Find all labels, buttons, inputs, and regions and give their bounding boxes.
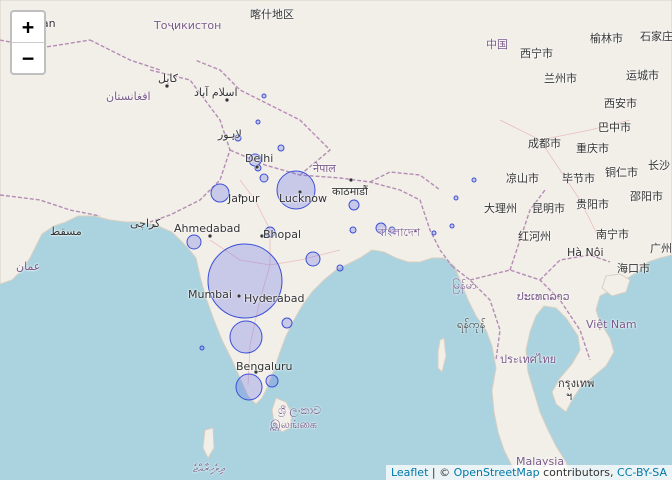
- zoom-out-button[interactable]: −: [21, 46, 35, 70]
- label-kathmandu: काठमाडौं: [332, 185, 368, 198]
- label-dali: 大理州: [484, 202, 517, 215]
- circle-kerala-region[interactable]: [265, 374, 279, 388]
- label-malaysia: Malaysia: [516, 455, 565, 468]
- label-xian: 西安市: [604, 97, 637, 110]
- label-laos: ປະເທດລາວ: [517, 290, 570, 303]
- label-hanoi: Hà Nội: [567, 246, 604, 259]
- label-srilanka-2: இலங்கை: [270, 418, 317, 431]
- circle-small-5[interactable]: [388, 226, 396, 234]
- label-kunming: 昆明市: [532, 202, 565, 215]
- circle-mumbai-region[interactable]: [207, 243, 283, 319]
- label-bengaluru: Bengaluru: [236, 360, 293, 373]
- label-bhopal: Bhopal: [263, 228, 302, 241]
- circle-jaipur-region[interactable]: [210, 183, 230, 203]
- attribution-separator: | ©: [428, 466, 454, 479]
- label-ahmedabad: Ahmedabad: [174, 222, 241, 235]
- label-nepal: नेपाल: [313, 162, 336, 175]
- label-mumbai: Mumbai: [188, 288, 232, 301]
- circle-small-2[interactable]: [349, 226, 357, 234]
- label-shaoyang: 邵阳市: [630, 190, 663, 203]
- label-myanmar: မြန်မာ: [452, 279, 477, 292]
- circle-small-8[interactable]: [453, 195, 459, 201]
- attribution-contributors: contributors,: [539, 466, 618, 479]
- circle-andhra-region[interactable]: [281, 317, 293, 329]
- zoom-in-button[interactable]: +: [12, 12, 44, 43]
- circle-gujarat-region[interactable]: [186, 234, 202, 250]
- zoom-control: + −: [10, 10, 46, 75]
- circle-small-13[interactable]: [199, 345, 205, 351]
- attribution-bar: Leaflet | © OpenStreetMap contributors, …: [385, 465, 672, 480]
- label-tongren: 铜仁市: [605, 166, 638, 179]
- circle-small-3[interactable]: [277, 144, 285, 152]
- label-maldives: ދިވެހިރާއްޖެ: [193, 462, 225, 475]
- openstreetmap-link[interactable]: OpenStreetMap: [453, 466, 540, 479]
- label-bazhong: 巴中市: [598, 121, 631, 134]
- label-srilanka-1: ශ්‍රී ලංකාව: [278, 404, 322, 417]
- label-chengdu: 成都市: [528, 137, 561, 150]
- circle-bihar-region[interactable]: [348, 199, 360, 211]
- circle-small-7[interactable]: [431, 230, 437, 236]
- label-vietnam: Việt Nam: [586, 318, 637, 331]
- circle-up-west-region[interactable]: [259, 173, 269, 183]
- label-kashgar: 喀什地区: [250, 8, 294, 21]
- circle-karnataka-region[interactable]: [229, 320, 263, 354]
- label-bangladesh: বাংলাদেশ: [378, 226, 421, 239]
- leaflet-link[interactable]: Leaflet: [390, 466, 429, 479]
- circle-westbengal-region[interactable]: [375, 222, 387, 234]
- label-changsha: 长沙: [648, 159, 670, 172]
- label-bijie: 毕节市: [562, 172, 595, 185]
- circle-small-10[interactable]: [255, 119, 261, 125]
- label-liangshan: 凉山市: [506, 172, 539, 185]
- label-jaipur: Jaipur: [228, 192, 260, 205]
- label-lanzhou: 兰州市: [544, 72, 577, 85]
- label-guiyang: 贵阳市: [576, 198, 609, 211]
- label-islamabad: اسلام آباد: [194, 86, 238, 99]
- circle-lucknow-region[interactable]: [276, 170, 316, 210]
- label-bangkok-2: ฯ: [566, 390, 573, 403]
- label-haikou: 海口市: [617, 262, 650, 275]
- label-lucknow: Lucknow: [279, 192, 328, 205]
- label-thailand: ประเทศไทย: [500, 353, 557, 366]
- label-oman: عمان: [16, 260, 41, 273]
- circle-small-9[interactable]: [261, 93, 267, 99]
- circle-mp-region[interactable]: [264, 226, 276, 238]
- circle-small-11[interactable]: [471, 177, 477, 183]
- label-lahore: لاہور: [218, 128, 242, 141]
- label-partial-3: 广州: [650, 242, 672, 255]
- label-yangon: ရန်ကုန်: [457, 318, 486, 331]
- label-karachi: کراچی: [130, 217, 161, 230]
- label-xining: 西宁市: [520, 47, 553, 60]
- circle-small-1[interactable]: [336, 264, 344, 272]
- label-delhi: Delhi: [245, 152, 274, 165]
- label-hyderabad: Hyderabad: [244, 292, 305, 305]
- label-kabul: کابل: [158, 72, 178, 85]
- label-muscat: مسقط: [50, 225, 82, 238]
- label-yuncheng: 运城市: [626, 69, 659, 82]
- label-bangkok-1: กรุงเทพ: [558, 377, 595, 390]
- label-china: 中国: [486, 38, 508, 51]
- label-afghanistan: افغانستان: [106, 90, 151, 103]
- label-tajikistan: Тоҷикистон: [154, 19, 222, 32]
- license-link[interactable]: CC-BY-SA: [617, 466, 667, 479]
- circle-small-4[interactable]: [234, 134, 242, 142]
- label-shijiazhuang: 石家庄: [640, 30, 672, 43]
- circle-small-12[interactable]: [449, 223, 455, 229]
- label-chongqing: 重庆市: [576, 142, 609, 155]
- circle-odisha-region[interactable]: [305, 251, 321, 267]
- circle-tamilnadu-region[interactable]: [235, 373, 263, 401]
- label-yulin: 榆林市: [590, 32, 623, 45]
- label-honghe: 红河州: [518, 230, 551, 243]
- label-nanning: 南宁市: [596, 228, 629, 241]
